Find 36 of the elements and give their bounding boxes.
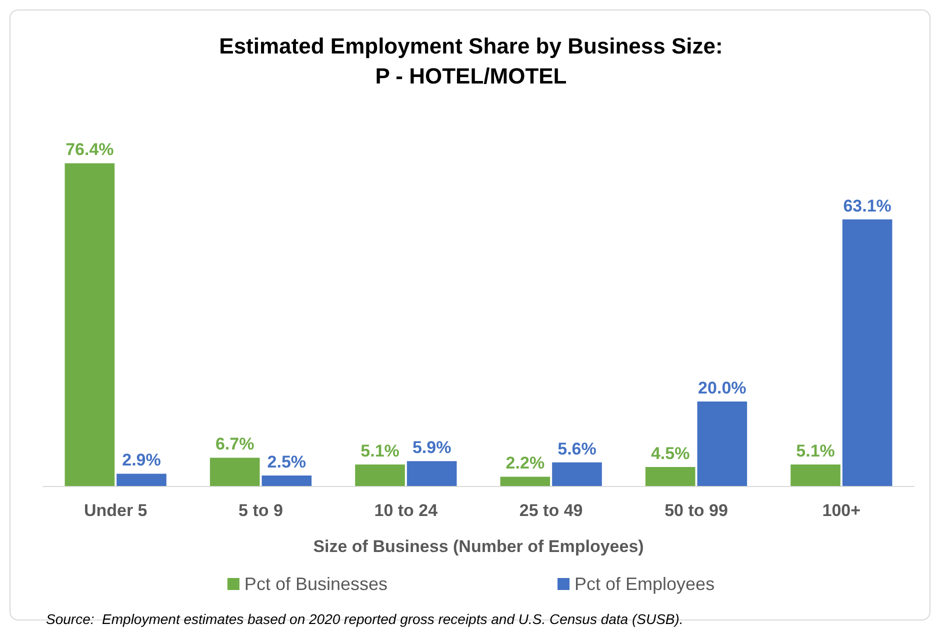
x-tick-label: Under 5	[84, 501, 148, 520]
legend-label: Pct of Employees	[574, 574, 715, 594]
legend-label: Pct of Businesses	[244, 574, 388, 594]
bar	[355, 464, 405, 486]
data-label: 5.9%	[412, 438, 452, 458]
bar	[64, 163, 115, 486]
bar	[645, 466, 696, 486]
x-tick-label: 5 to 9	[238, 501, 283, 520]
bar	[116, 474, 166, 486]
data-label: 6.7%	[215, 434, 254, 454]
x-tick-label: 10 to 24	[374, 501, 438, 520]
data-label: 5.1%	[796, 441, 835, 460]
x-axis-title: Size of Business (Number of Employees)	[313, 537, 644, 556]
bar	[790, 464, 840, 486]
bar	[842, 219, 892, 486]
bar	[500, 476, 550, 486]
source-note: Source: Employment estimates based on 2020 reported gross receipts and U.S. Census data (SUSB).	[46, 611, 684, 627]
bar	[210, 458, 260, 486]
data-label: 2.5%	[267, 452, 306, 472]
data-label: 4.5%	[650, 444, 690, 463]
data-label: 63.1%	[843, 196, 892, 216]
data-label: 5.1%	[360, 441, 400, 460]
data-label: 76.4%	[66, 140, 114, 160]
x-tick-label: 100+	[822, 501, 861, 520]
data-label: 5.6%	[558, 439, 596, 458]
chart-subtitle: P - HOTEL/MOTEL	[375, 64, 567, 88]
chart-title: Estimated Employment Share by Business Size:	[219, 34, 723, 58]
data-label: 2.9%	[122, 450, 161, 470]
data-label: 2.2%	[506, 454, 545, 473]
x-tick-label: 50 to 99	[664, 501, 728, 520]
bar	[552, 462, 602, 486]
bar	[697, 402, 748, 486]
x-tick-label: 25 to 49	[519, 501, 583, 520]
data-label: 20.0%	[698, 378, 746, 398]
bar	[262, 475, 312, 486]
bar	[406, 461, 457, 486]
